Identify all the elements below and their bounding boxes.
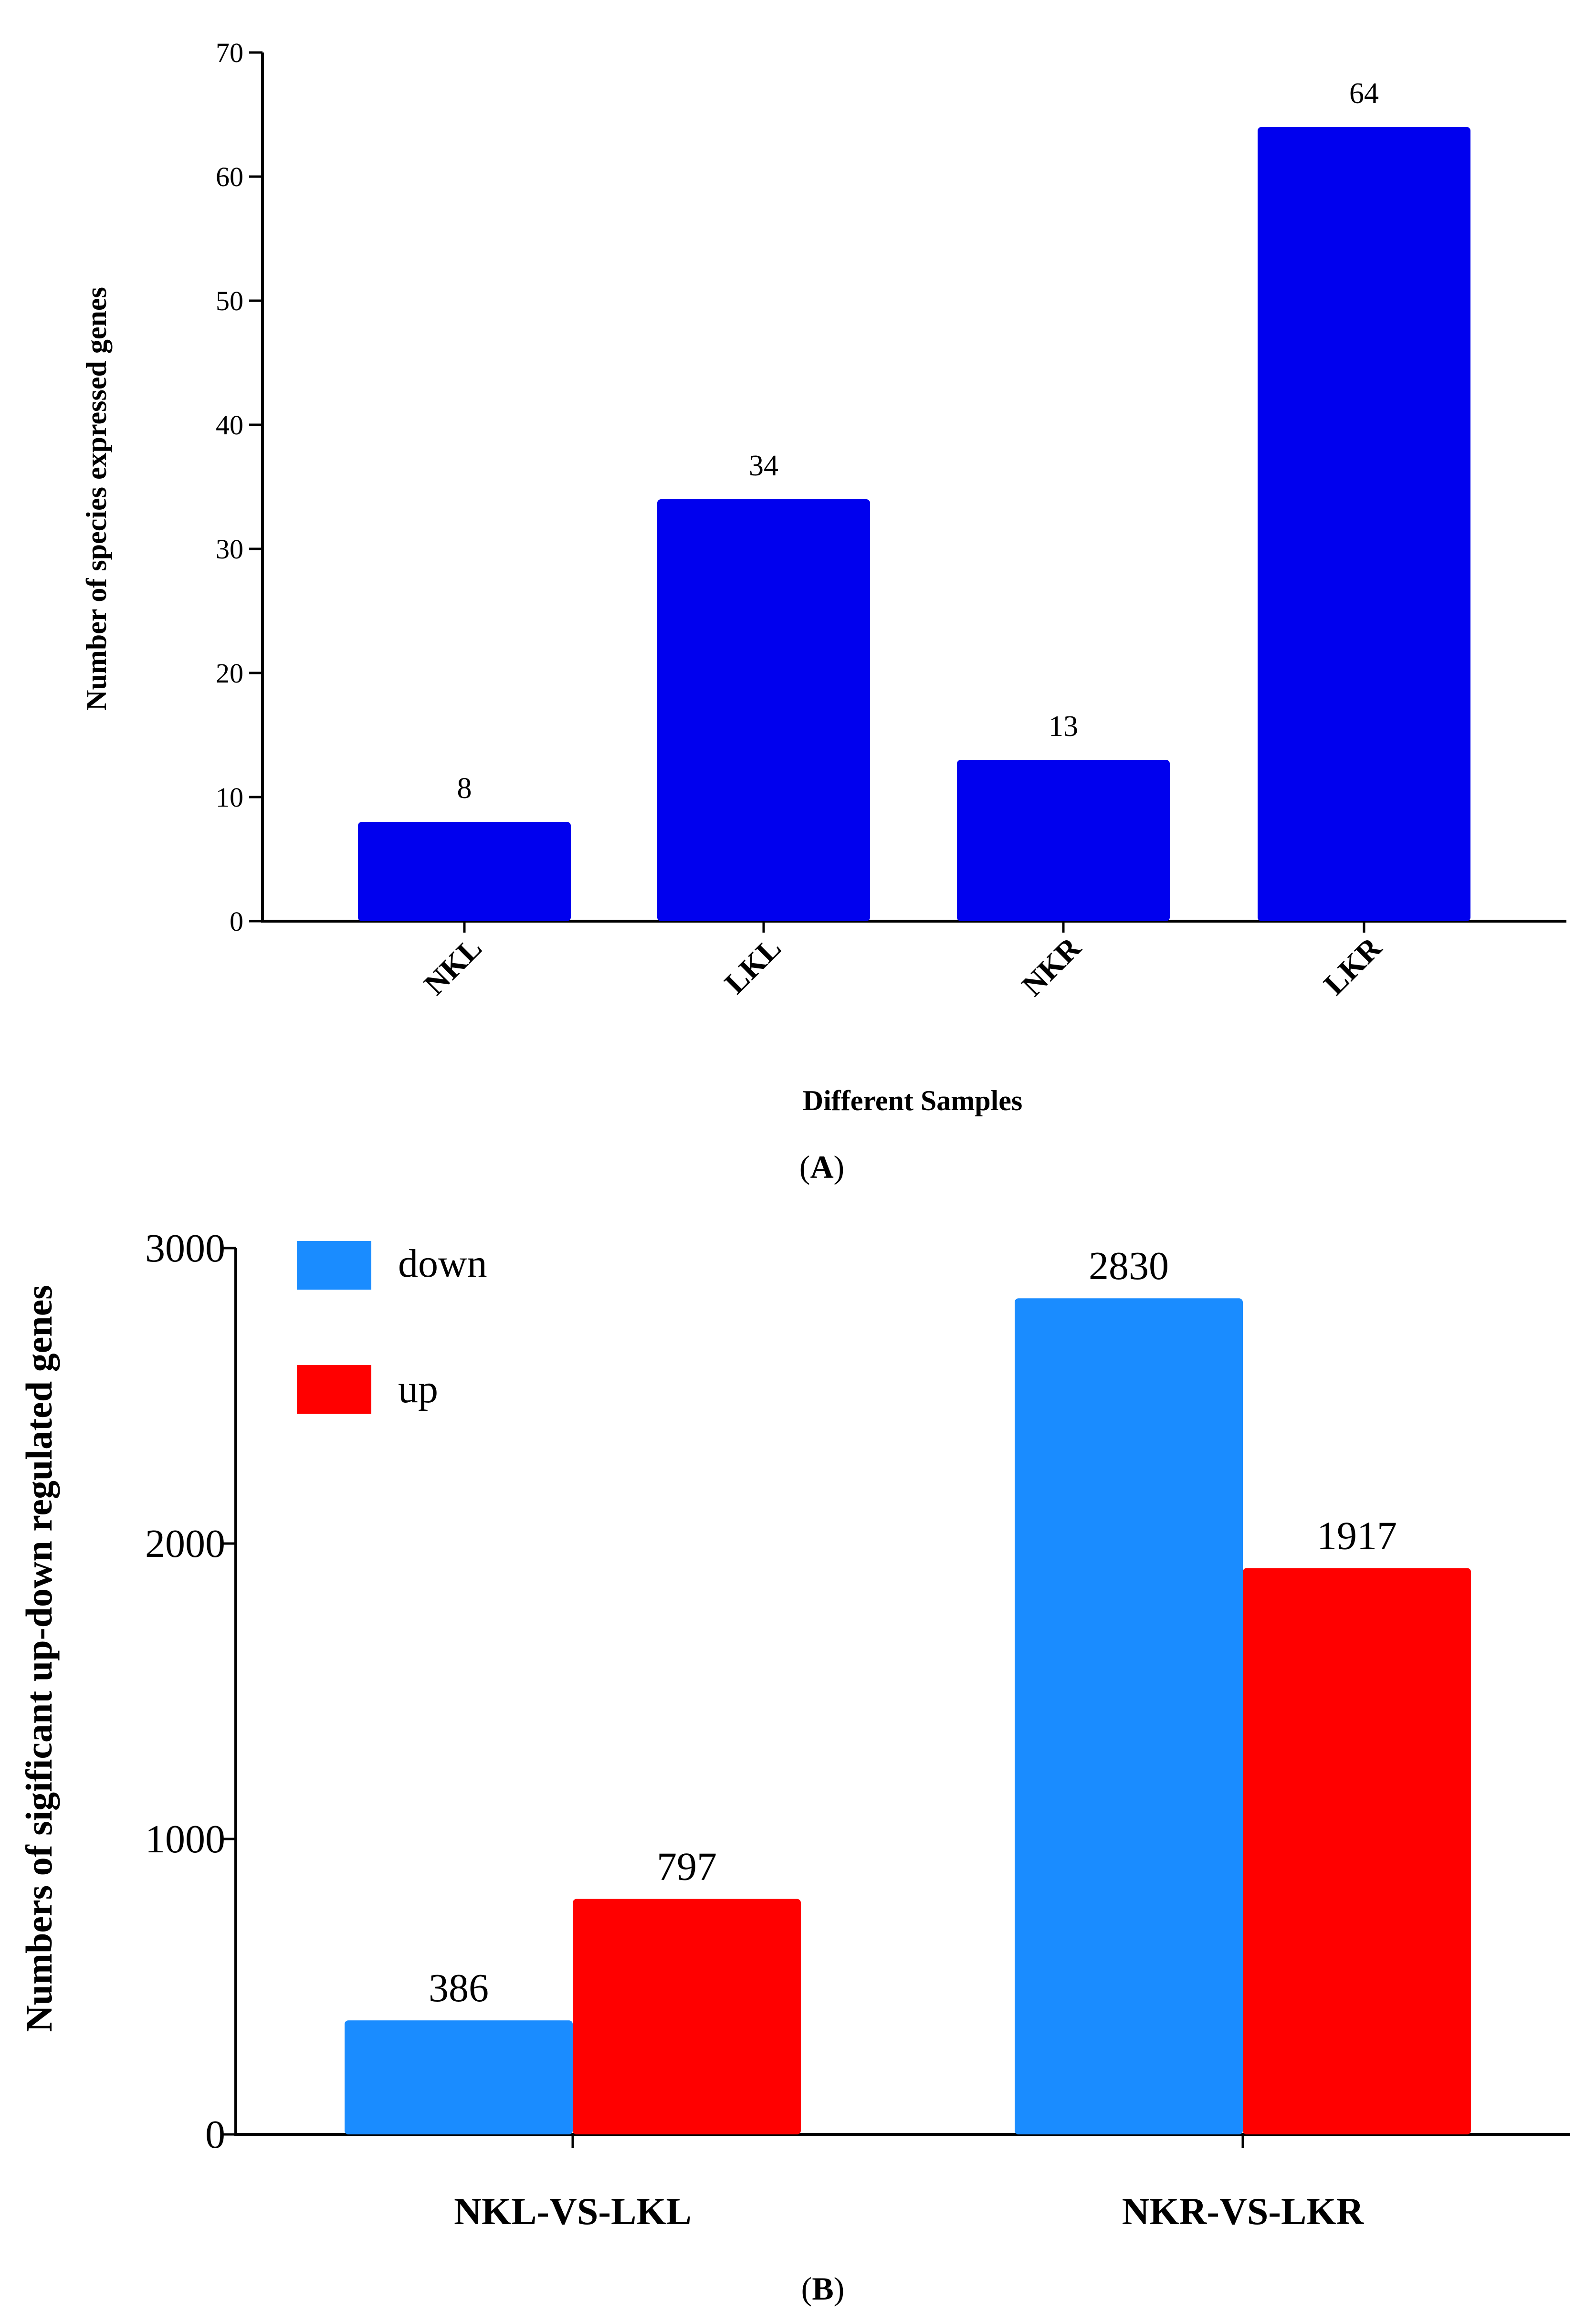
panel-b-label: (B) (801, 2270, 845, 2307)
bar-down-nkl-vs-lkl (345, 2020, 573, 2134)
legend-label-up: up (398, 1367, 438, 1411)
legend-item-down: down (297, 1241, 487, 1290)
y-tick-label: 0 (230, 906, 243, 937)
data-label-up-nkl-vs-lkl: 797 (657, 1845, 717, 1889)
legend: down up (297, 1241, 487, 1414)
bar-down-nkr-vs-lkr (1015, 1298, 1243, 2134)
data-label-lkr: 64 (1349, 77, 1379, 110)
bar-nkl (358, 822, 571, 921)
y-tick-label: 0 (205, 2112, 225, 2157)
data-label-up-nkr-vs-lkr: 1917 (1317, 1513, 1397, 1558)
legend-swatch-up (297, 1365, 371, 1414)
x-tick-label-nkl-vs-lkl: NKL-VS-LKL (454, 2191, 692, 2233)
x-tick-label-nkr-vs-lkr: NKR-VS-LKR (1122, 2191, 1365, 2233)
x-tick-label-nkr: NKR (1015, 930, 1087, 1002)
panel-b-ylabel: Numbers of sigificant up-down regulated … (18, 1285, 60, 2032)
x-tick-label-nkl: NKL (418, 931, 488, 1001)
bar-up-nkl-vs-lkl (573, 1899, 801, 2134)
data-label-nkr: 13 (1049, 710, 1078, 743)
x-tick-label-lkr: LKR (1317, 930, 1388, 1001)
y-tick-label: 1000 (145, 1817, 225, 1861)
bar-lkr (1258, 127, 1470, 921)
y-tick-label: 2000 (145, 1522, 225, 1566)
data-label-down-nkr-vs-lkr: 2830 (1089, 1244, 1169, 1288)
y-tick-label: 3000 (145, 1226, 225, 1271)
panel-a-ylabel: Number of species expressed genes (81, 287, 112, 711)
legend-label-down: down (398, 1241, 487, 1286)
panel-a-chart: Number of species expressed genes Differ… (81, 37, 1566, 1185)
data-label-down-nkl-vs-lkl: 386 (429, 1966, 489, 2010)
panel-b-chart: Numbers of sigificant up-down regulated … (18, 1226, 1570, 2307)
data-label-lkl: 34 (749, 450, 778, 482)
y-tick-label: 30 (216, 534, 243, 565)
x-tick-label-lkl: LKL (718, 931, 788, 1000)
y-tick-label: 40 (216, 410, 243, 441)
y-tick-label: 20 (216, 658, 243, 689)
bar-lkl (657, 499, 870, 921)
bar-nkr (957, 760, 1170, 921)
panel-a-label: (A) (799, 1149, 844, 1185)
legend-swatch-down (297, 1241, 371, 1290)
y-tick-label: 10 (216, 782, 243, 813)
y-tick-label: 60 (216, 161, 243, 192)
y-tick-label: 50 (216, 285, 243, 316)
panel-a-xlabel: Different Samples (803, 1085, 1023, 1116)
data-label-nkl: 8 (457, 772, 472, 805)
legend-item-up: up (297, 1365, 438, 1414)
y-tick-label: 70 (216, 37, 243, 68)
bar-up-nkr-vs-lkr (1243, 1568, 1471, 2134)
